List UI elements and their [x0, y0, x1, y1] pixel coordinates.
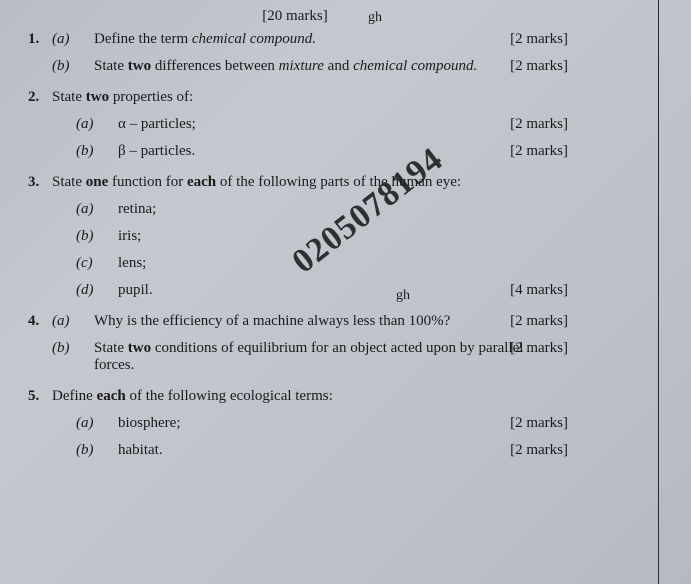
q-text: State two conditions of equilibrium for … — [94, 340, 562, 374]
q-text: lens; — [118, 255, 562, 272]
sub-label: (b) — [76, 228, 118, 245]
question-4: 4. (a) Why is the efficiency of a machin… — [28, 313, 562, 374]
marks: [2 marks] — [510, 415, 568, 432]
sub-label: (b) — [76, 442, 118, 459]
q-text: State two differences between mixture an… — [94, 58, 562, 75]
q-number: 5. — [28, 388, 52, 405]
q-text: pupil. — [118, 282, 562, 299]
q-stem: Define each of the following ecological … — [52, 388, 562, 405]
question-1: 1. (a) Define the term chemical compound… — [28, 31, 562, 75]
q-stem: State one function for each of the follo… — [52, 174, 562, 191]
sub-label: (b) — [52, 58, 94, 75]
q-text: Why is the efficiency of a machine alway… — [94, 313, 562, 330]
sub-label: (c) — [76, 255, 118, 272]
sub-label: (a) — [76, 415, 118, 432]
question-3: 3. State one function for each of the fo… — [28, 174, 562, 299]
marks: [2 marks] — [510, 340, 568, 357]
total-marks: [20 marks] — [262, 8, 327, 24]
q-number: 3. — [28, 174, 52, 191]
marks: [2 marks] — [510, 58, 568, 75]
marks: [2 marks] — [510, 143, 568, 160]
q-stem: State two properties of: — [52, 89, 562, 106]
marks: [2 marks] — [510, 31, 568, 48]
sub-label: (a) — [52, 313, 94, 330]
marks: [2 marks] — [510, 313, 568, 330]
gh-watermark-top: gh — [368, 10, 382, 26]
vertical-margin-line — [658, 0, 659, 584]
page-header: [20 marks] gh — [28, 8, 562, 25]
sub-label: (a) — [76, 116, 118, 133]
q-text: β – particles. — [118, 143, 562, 160]
q-text: α – particles; — [118, 116, 562, 133]
sub-label: (b) — [52, 340, 94, 357]
q-number: 2. — [28, 89, 52, 106]
q-text: iris; — [118, 228, 562, 245]
q-text: retina; — [118, 201, 562, 218]
question-5: 5. Define each of the following ecologic… — [28, 388, 562, 459]
marks: [4 marks] — [510, 282, 568, 299]
marks: [2 marks] — [510, 116, 568, 133]
sub-label: (a) — [76, 201, 118, 218]
question-2: 2. State two properties of: (a) α – part… — [28, 89, 562, 160]
sub-label: (b) — [76, 143, 118, 160]
exam-page: [20 marks] gh 0205078194 gh 1. (a) Defin… — [0, 0, 590, 481]
q-text: Define the term chemical compound. — [94, 31, 562, 48]
q-text: habitat. — [118, 442, 562, 459]
q-text: biosphere; — [118, 415, 562, 432]
sub-label: (a) — [52, 31, 94, 48]
q-number: 1. — [28, 31, 52, 48]
marks: [2 marks] — [510, 442, 568, 459]
q-number: 4. — [28, 313, 52, 330]
sub-label: (d) — [76, 282, 118, 299]
